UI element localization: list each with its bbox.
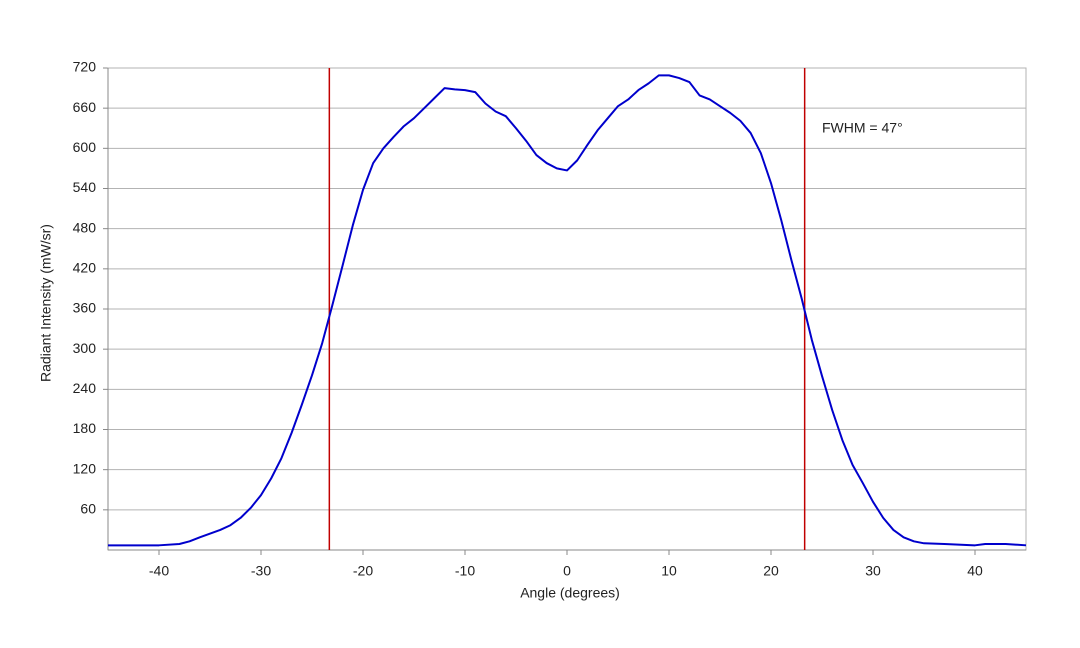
y-tick-label: 60 <box>80 501 96 517</box>
y-tick-label: 360 <box>73 300 97 316</box>
y-tick-label: 240 <box>73 380 97 396</box>
data-line <box>108 74 1027 547</box>
x-axis-label: Angle (degrees) <box>520 585 620 601</box>
x-tick-label: 40 <box>967 563 983 579</box>
y-tick-label: 480 <box>73 219 97 235</box>
x-tick-label: 20 <box>763 563 779 579</box>
y-tick-label: 600 <box>73 139 97 155</box>
x-tick-label: -40 <box>149 563 169 579</box>
y-tick-label: 420 <box>73 260 97 276</box>
x-tick-label: -10 <box>455 563 475 579</box>
x-tick-label: -30 <box>251 563 271 579</box>
y-tick-label: 660 <box>73 99 97 115</box>
y-axis-label: Radiant Intensity (mW/sr) <box>38 224 54 382</box>
x-tick-label: 10 <box>661 563 677 579</box>
y-tick-label: 120 <box>73 460 97 476</box>
y-tick-label: 720 <box>73 59 97 75</box>
x-tick-label: -20 <box>353 563 373 579</box>
y-tick-label: 300 <box>73 340 97 356</box>
x-tick-label: 0 <box>563 563 571 579</box>
y-tick-label: 180 <box>73 420 97 436</box>
y-tick-label: 540 <box>73 179 97 195</box>
x-tick-label: 30 <box>865 563 881 579</box>
annotation: FWHM = 47° <box>822 120 903 136</box>
